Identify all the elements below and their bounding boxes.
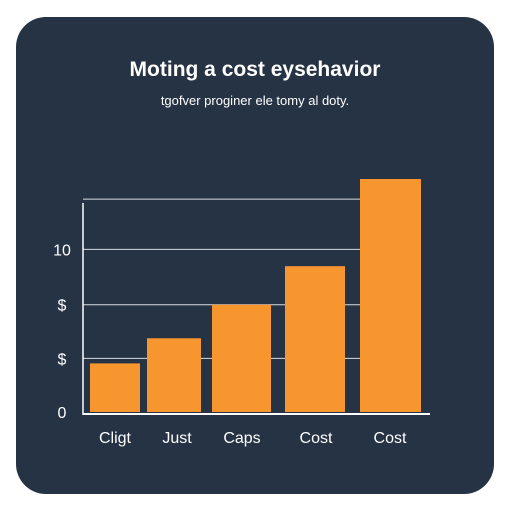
bars: [90, 179, 421, 412]
x-tick-label: Caps: [223, 430, 260, 447]
y-tick-label: 0: [58, 405, 67, 422]
x-tick-label: Cost: [300, 430, 333, 447]
x-tick-labels: Cligt Just Caps Cost Cost: [99, 430, 407, 447]
bar: [90, 363, 140, 412]
y-tick-label: $: [58, 351, 67, 368]
y-tick-labels: 0 $ $10: [53, 242, 71, 422]
bar: [147, 338, 201, 412]
y-tick-label: $: [58, 298, 67, 315]
x-tick-label: Cost: [374, 430, 407, 447]
x-tick-label: Cligt: [99, 430, 132, 447]
bar: [360, 179, 421, 412]
chart-subtitle: tgofver proginer ele tomy al doty.: [160, 93, 350, 108]
chart-title: Moting a cost eysehavior: [129, 58, 381, 81]
bar: [212, 304, 271, 412]
y-tick-label: 10: [53, 242, 71, 259]
x-tick-label: Just: [162, 430, 192, 447]
bar: [285, 266, 345, 412]
